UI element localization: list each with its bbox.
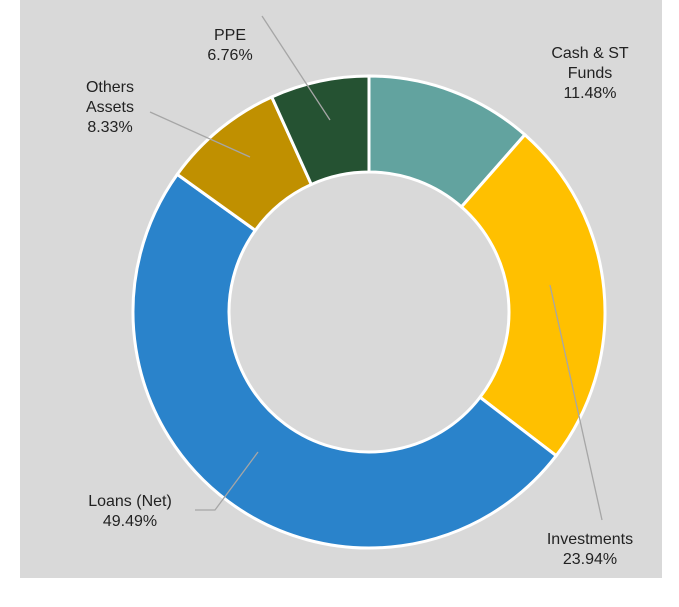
data-label: Investments 23.94% [530, 530, 650, 570]
slice-name: Investments [546, 531, 634, 548]
slice-value: 11.48% [563, 85, 617, 102]
leader-line [549, 284, 603, 521]
slice-value: 6.76% [207, 47, 253, 64]
data-label: PPE 6.76% [190, 26, 270, 66]
data-label: Loans (Net) 49.49% [65, 492, 195, 532]
data-label: Others Assets 8.33% [70, 78, 150, 138]
donut-slice [269, 74, 371, 187]
slice-name: PPE [213, 27, 246, 44]
slice-value: 8.33% [87, 119, 133, 136]
slice-name: Others Assets [85, 79, 134, 116]
slice-name: Loans (Net) [88, 493, 172, 510]
data-label: Cash & ST Funds 11.48% [535, 44, 645, 104]
donut-slice [131, 172, 559, 550]
slice-name: Cash & ST Funds [551, 45, 629, 82]
leader-line [261, 15, 331, 121]
leader-line [149, 111, 251, 158]
donut-slice [459, 132, 607, 458]
slice-value: 49.49% [102, 513, 158, 530]
leader-line [195, 451, 259, 511]
slice-value: 23.94% [562, 551, 618, 568]
